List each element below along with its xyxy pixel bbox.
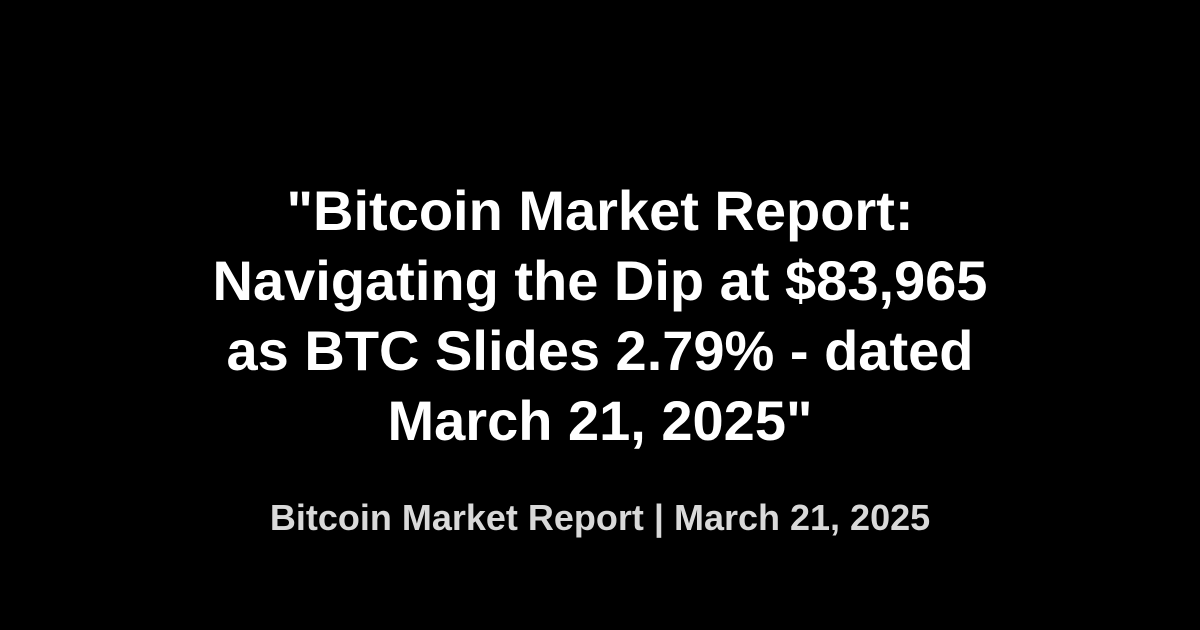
headline-line-3: as BTC Slides 2.79% - dated — [226, 319, 974, 382]
byline: Bitcoin Market Report | March 21, 2025 — [269, 497, 931, 538]
headline: "Bitcoin Market Report: Navigating the D… — [100, 176, 1100, 456]
headline-line-2: Navigating the Dip at $83,965 — [212, 249, 988, 312]
headline-line-4: March 21, 2025" — [387, 389, 813, 452]
headline-line-1: "Bitcoin Market Report: — [286, 179, 914, 242]
